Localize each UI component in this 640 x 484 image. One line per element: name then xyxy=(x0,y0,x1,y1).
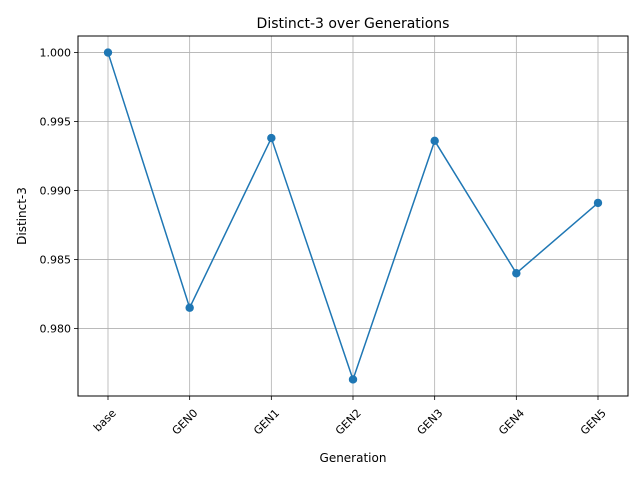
x-axis-label: Generation xyxy=(320,451,387,465)
x-tick-label: GEN0 xyxy=(170,407,201,438)
x-tick-label: GEN3 xyxy=(415,407,446,438)
data-point xyxy=(348,375,358,384)
y-axis-label: Distinct-3 xyxy=(15,187,29,245)
data-point xyxy=(593,198,603,208)
y-tick-label: 0.995 xyxy=(40,116,72,129)
x-tick-label: GEN2 xyxy=(333,407,364,438)
x-tick-label: GEN1 xyxy=(251,407,282,438)
y-tick-label: 0.980 xyxy=(40,322,72,335)
y-tick-label: 1.000 xyxy=(40,47,72,60)
chart-title: Distinct-3 over Generations xyxy=(257,16,450,32)
x-tick-label: GEN5 xyxy=(578,407,609,438)
grid-layer xyxy=(78,36,628,396)
data-point xyxy=(512,269,521,278)
data-point xyxy=(103,48,113,57)
x-tick-label: GEN4 xyxy=(496,407,527,438)
y-tick-label: 0.990 xyxy=(40,184,72,197)
data-point xyxy=(430,136,439,146)
y-tick-label: 0.985 xyxy=(40,253,72,266)
data-point xyxy=(185,303,194,312)
x-tick-label: base xyxy=(91,406,119,434)
data-point xyxy=(267,133,276,143)
series-layer xyxy=(103,48,603,384)
